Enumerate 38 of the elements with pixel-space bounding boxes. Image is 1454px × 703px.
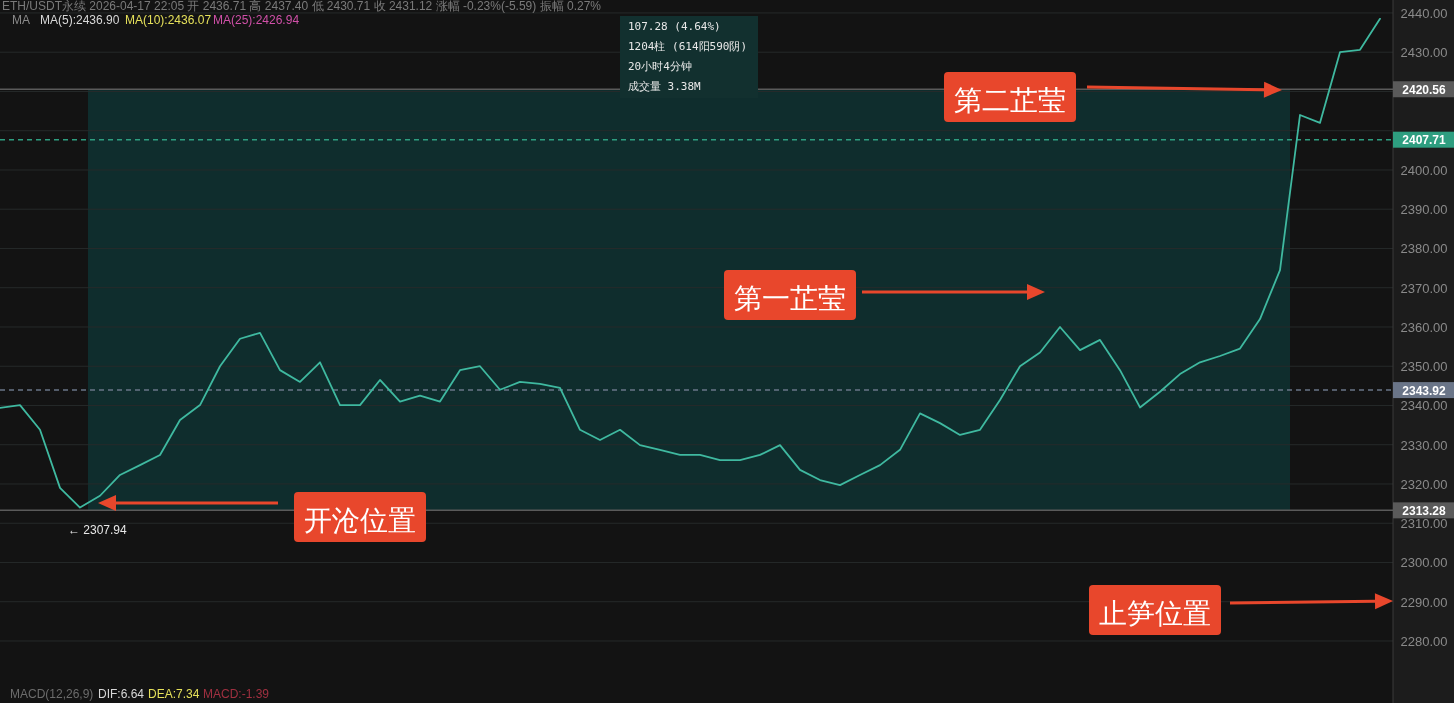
annotation: MACD:-1.39 xyxy=(203,687,270,701)
annotation: MA xyxy=(12,13,30,27)
y-tick-label: 2310.00 xyxy=(1400,516,1448,532)
annotation: 20小时4分钟 xyxy=(628,60,692,73)
y-tick-label: 2290.00 xyxy=(1400,594,1448,610)
ref-line-label: 2343.92 xyxy=(1402,383,1447,398)
y-tick-label: 2370.00 xyxy=(1400,280,1448,296)
ref-line-label: 2420.56 xyxy=(1402,82,1447,97)
y-tick-label: 2400.00 xyxy=(1400,162,1448,178)
y-tick-label: 2340.00 xyxy=(1400,398,1448,414)
annotation: 成交量 3.38M xyxy=(628,80,702,93)
annotation: 107.28 (4.64%) xyxy=(628,20,721,33)
annotation: ETH/USDT永续 2026-04-17 22:05 开 2436.71 高 2437.40 低 2430.71 收 2431.12 涨幅 -0.23%(-5.59) 振幅 0.27% xyxy=(2,0,602,13)
y-tick-label: 2330.00 xyxy=(1400,437,1448,453)
annotation: DIF:6.64 xyxy=(98,687,145,701)
y-tick-label: 2390.00 xyxy=(1400,202,1448,218)
y-tick-label: 2380.00 xyxy=(1400,241,1448,257)
ref-line-label: 2407.71 xyxy=(1402,133,1447,148)
annotation: 第二芷莹 xyxy=(954,85,1066,116)
y-tick-label: 2430.00 xyxy=(1400,45,1448,61)
annotation: 开沧位置 xyxy=(304,505,416,536)
annotation: ← 2307.94 xyxy=(68,523,128,537)
y-tick-label: 2440.00 xyxy=(1400,5,1448,21)
annotation: MA(10):2436.07 xyxy=(125,13,212,27)
annotation: MA(5):2436.90 xyxy=(40,13,120,27)
y-tick-label: 2320.00 xyxy=(1400,476,1448,492)
y-tick-label: 2300.00 xyxy=(1400,555,1448,571)
annotation: 止笋位置 xyxy=(1099,598,1211,629)
ref-line-label: 2313.28 xyxy=(1402,503,1447,518)
line-series xyxy=(0,17,1381,509)
annotation: DEA:7.34 xyxy=(148,687,200,701)
y-tick-label: 2360.00 xyxy=(1400,319,1448,335)
annotation: MACD(12,26,9) xyxy=(10,687,94,701)
y-tick-label: 2350.00 xyxy=(1400,359,1448,375)
annotation: 1204柱 (614阳590阴) xyxy=(628,40,748,53)
annotation: MA(25):2426.94 xyxy=(213,13,300,27)
y-tick-label: 2280.00 xyxy=(1400,633,1448,649)
annotation: 第一芷莹 xyxy=(734,283,846,314)
